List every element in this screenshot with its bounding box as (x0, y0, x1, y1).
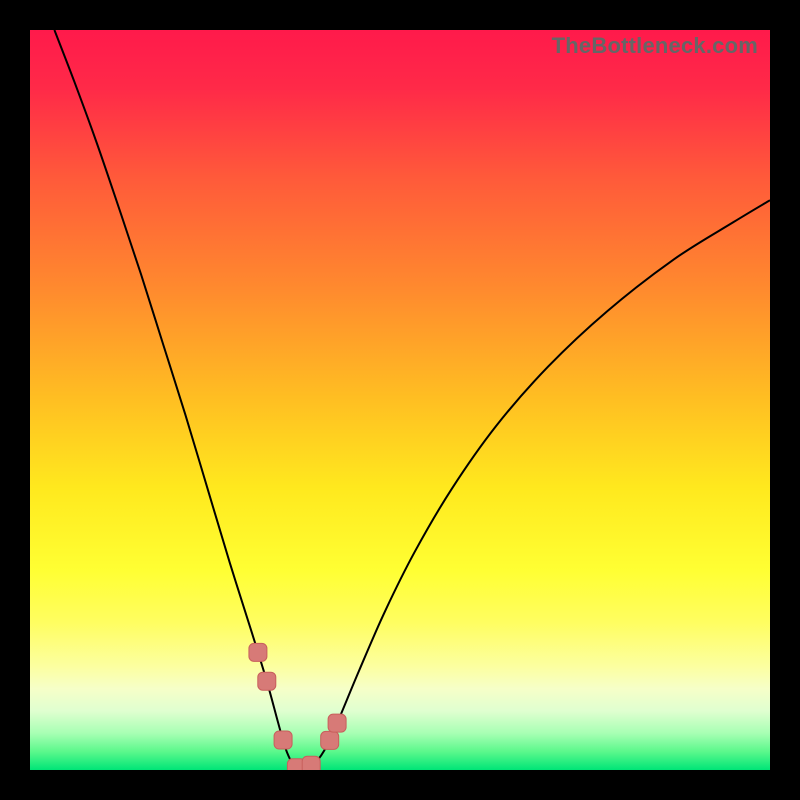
curve-layer (30, 30, 770, 770)
curve-marker (249, 643, 267, 661)
curve-marker (274, 731, 292, 749)
bottleneck-curve (54, 30, 770, 770)
curve-marker (258, 672, 276, 690)
curve-marker (328, 714, 346, 732)
chart-frame: TheBottleneck.com (0, 0, 800, 800)
plot-area: TheBottleneck.com (30, 30, 770, 770)
markers-group (249, 643, 346, 770)
watermark-text: TheBottleneck.com (552, 33, 758, 59)
curve-marker (302, 756, 320, 770)
curve-marker (321, 731, 339, 749)
